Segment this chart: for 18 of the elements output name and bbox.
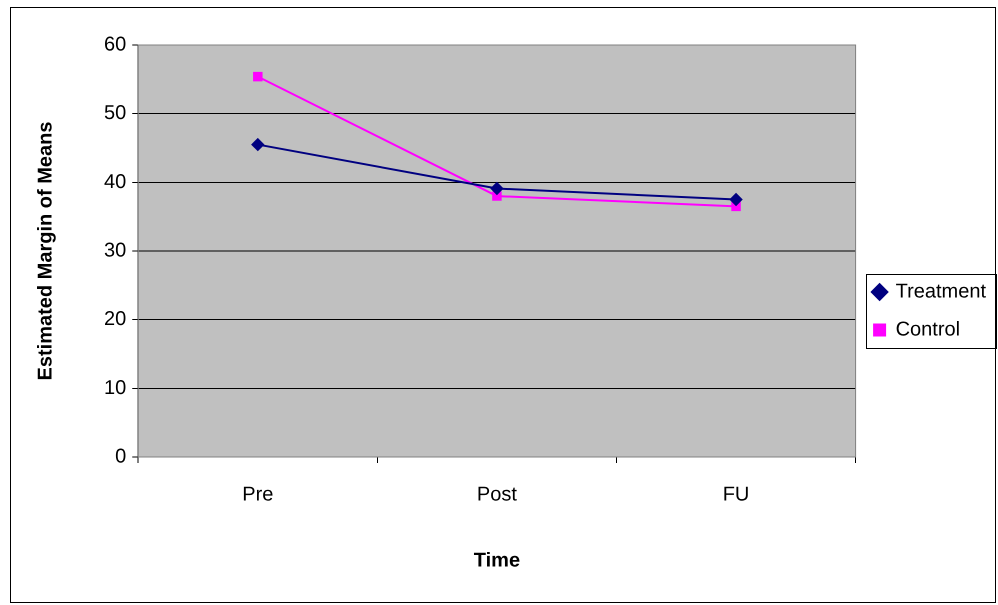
legend-label: Treatment (896, 280, 986, 303)
point (251, 138, 264, 152)
x-tick-label: FU (722, 484, 750, 506)
y-tick-label: 0 (115, 446, 126, 468)
y-tick-label: 40 (104, 170, 126, 193)
y-tick-label: 50 (104, 102, 126, 124)
y-tick-label: 20 (104, 308, 126, 330)
x-tick-label: Post (476, 484, 518, 506)
point (490, 182, 504, 196)
point (730, 193, 743, 206)
x-tick-label: Pre (242, 484, 274, 506)
y-tick-label: 60 (104, 34, 126, 56)
y-tick-label: 30 (104, 240, 126, 262)
y-tick-label: 10 (104, 376, 126, 399)
y-axis-title: Estimated Margin of Means (34, 122, 57, 380)
legend-label: Control (896, 318, 960, 341)
x-axis-title: Time (474, 550, 520, 572)
point (253, 72, 263, 82)
